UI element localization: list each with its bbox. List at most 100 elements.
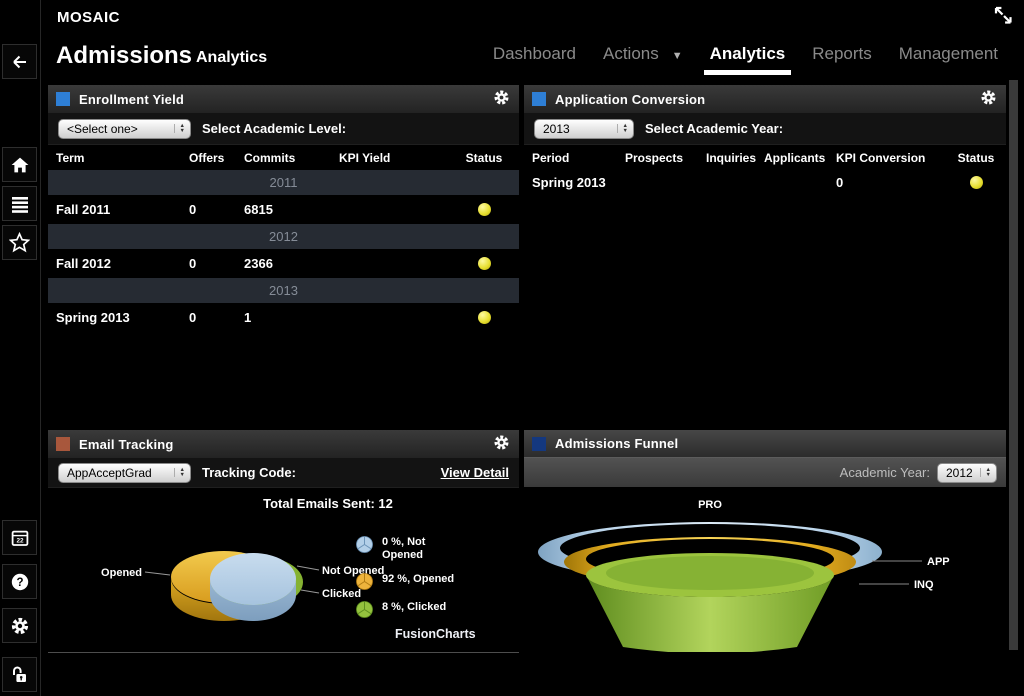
panel-title: Admissions Funnel xyxy=(555,436,679,451)
stepper-icon: ▲ ▼ xyxy=(616,123,628,134)
nav-item-reports[interactable]: Reports xyxy=(812,44,872,78)
panel-header: Admissions Funnel xyxy=(524,430,1006,457)
select-value: 2012 xyxy=(946,465,973,480)
vertical-scrollbar[interactable] xyxy=(1009,80,1018,650)
academic-year-select[interactable]: 2013 ▲ ▼ xyxy=(534,118,634,139)
nav-item-dashboard[interactable]: Dashboard xyxy=(493,44,576,78)
table-row: Fall 2012 0 2366 xyxy=(48,251,519,276)
gear-icon xyxy=(492,433,511,455)
status-indicator xyxy=(477,203,491,216)
panel-settings-button[interactable] xyxy=(492,433,511,455)
filter-bar: AppAcceptGrad ▲ ▼ Tracking Code: View Det… xyxy=(48,458,519,488)
panel-title: Email Tracking xyxy=(79,436,174,452)
academic-level-select[interactable]: <Select one> ▲ ▼ xyxy=(58,118,191,139)
cell-term: Spring 2013 xyxy=(56,310,130,325)
select-value: AppAcceptGrad xyxy=(67,465,152,480)
pie-chart-title: Total Emails Sent: 12 xyxy=(263,496,393,511)
nav-item-label: Actions xyxy=(603,44,659,63)
menu-icon xyxy=(10,194,30,214)
page-subtitle: Analytics xyxy=(196,49,268,66)
menu-button[interactable] xyxy=(2,186,37,221)
legend-label: 92 %, Opened xyxy=(382,573,455,585)
funnel-3d: PRO APP INQ xyxy=(538,499,950,654)
filter-label: Select Academic Year: xyxy=(645,121,784,136)
favorites-button[interactable] xyxy=(2,225,37,260)
col-commits: Commits xyxy=(244,150,296,165)
help-button[interactable]: ? xyxy=(2,564,37,599)
top-nav: Dashboard Actions ▼ Analytics Reports Managem… xyxy=(493,44,998,78)
legend-item: 92 %, Opened xyxy=(356,573,516,590)
cell-offers: 0 xyxy=(189,202,197,217)
settings-button[interactable] xyxy=(2,608,37,643)
back-arrow-icon xyxy=(10,52,30,72)
nav-item-actions[interactable]: Actions ▼ xyxy=(603,44,683,78)
enrollment-yield-accent xyxy=(56,92,70,106)
panel-settings-button[interactable] xyxy=(979,88,998,110)
expand-button[interactable] xyxy=(990,4,1016,28)
active-tab-underline xyxy=(703,70,792,75)
home-button[interactable] xyxy=(2,147,37,182)
stepper-icon: ▲ ▼ xyxy=(173,123,185,134)
calendar-button[interactable]: 22 xyxy=(2,520,37,555)
panel-settings-button[interactable] xyxy=(492,88,511,110)
funnel-year-select[interactable]: 2012 ▲ ▼ xyxy=(937,462,997,483)
nav-item-analytics[interactable]: Analytics xyxy=(703,44,792,78)
email-tracking-panel: Email Tracking AppAcceptGrad ▲ ▼ Tracking… xyxy=(48,430,519,653)
year-group-row: 2013 xyxy=(48,278,519,303)
table-row: Fall 2011 0 6815 xyxy=(48,197,519,222)
status-indicator xyxy=(477,311,491,324)
cell-commits: 1 xyxy=(244,310,252,325)
back-button[interactable] xyxy=(2,44,37,79)
legend-pie-icon xyxy=(356,601,373,618)
table-header: Period Prospects Inquiries Applicants KP… xyxy=(524,145,1006,170)
tracking-code-select[interactable]: AppAcceptGrad ▲ ▼ xyxy=(58,462,191,483)
expand-arrows-icon xyxy=(990,6,1016,32)
legend-item: 8 %, Clicked xyxy=(356,601,516,618)
year-bar: Academic Year: 2012 ▲ ▼ xyxy=(524,457,1006,487)
year-group-row: 2012 xyxy=(48,224,519,249)
select-value: <Select one> xyxy=(67,121,138,136)
pie-legend: 0 %, Not Opened 92 %, Opened 8 %, Clicked xyxy=(356,536,516,629)
year-label: Academic Year: xyxy=(839,465,930,480)
legend-label: 0 %, Not Opened xyxy=(382,536,426,561)
nav-item-label: Analytics xyxy=(709,44,786,63)
legend-label: 8 %, Clicked xyxy=(382,601,447,613)
gear-icon xyxy=(492,88,511,110)
unlock-icon xyxy=(10,665,30,685)
filter-bar: 2013 ▲ ▼ Select Academic Year: xyxy=(524,113,1006,145)
view-detail-link[interactable]: View Detail xyxy=(440,465,509,480)
actions-caret-icon[interactable]: ▼ xyxy=(671,50,683,62)
funnel-label-app: APP xyxy=(927,556,950,568)
pie-3d: Opened Not Opened Clicked xyxy=(101,551,384,621)
application-conversion-panel: Application Conversion 2013 ▲ ▼ Select Ac… xyxy=(524,85,1006,430)
cell-commits: 2366 xyxy=(244,256,273,271)
pie-label-clicked: Clicked xyxy=(322,588,361,600)
stepper-icon: ▲ ▼ xyxy=(173,467,185,478)
panel-header: Email Tracking xyxy=(48,430,519,458)
col-inquiries: Inquiries xyxy=(706,150,757,165)
col-applicants: Applicants xyxy=(764,150,826,165)
col-kpi-conversion: KPI Conversion xyxy=(836,150,926,165)
email-pie-chart: Total Emails Sent: 12 xyxy=(48,490,519,654)
nav-item-label: Management xyxy=(898,44,998,63)
filter-label: Tracking Code: xyxy=(202,465,296,480)
nav-item-label: Reports xyxy=(812,44,872,63)
cell-offers: 0 xyxy=(189,256,197,271)
star-icon xyxy=(9,232,30,253)
col-status: Status xyxy=(465,150,503,165)
cell-term: Fall 2011 xyxy=(56,202,111,217)
svg-text:?: ? xyxy=(16,576,23,588)
enrollment-yield-rows: 2011 Fall 2011 0 6815 2012 Fall 2012 0 2366 2013… xyxy=(48,170,519,330)
nav-item-management[interactable]: Management xyxy=(899,44,998,78)
pie-label-not-opened: Not Opened xyxy=(322,565,384,577)
home-icon xyxy=(10,155,30,175)
table-header: Term Offers Commits KPI Yield Status xyxy=(48,145,519,170)
lock-button[interactable] xyxy=(2,657,37,692)
gear-icon xyxy=(9,615,31,637)
application-conversion-rows: Spring 2013 0 xyxy=(524,170,1006,195)
legend-item: 0 %, Not Opened xyxy=(356,536,516,562)
email-tracking-accent xyxy=(56,437,70,451)
filter-label: Select Academic Level: xyxy=(202,121,347,136)
col-kpi-yield: KPI Yield xyxy=(339,150,391,165)
